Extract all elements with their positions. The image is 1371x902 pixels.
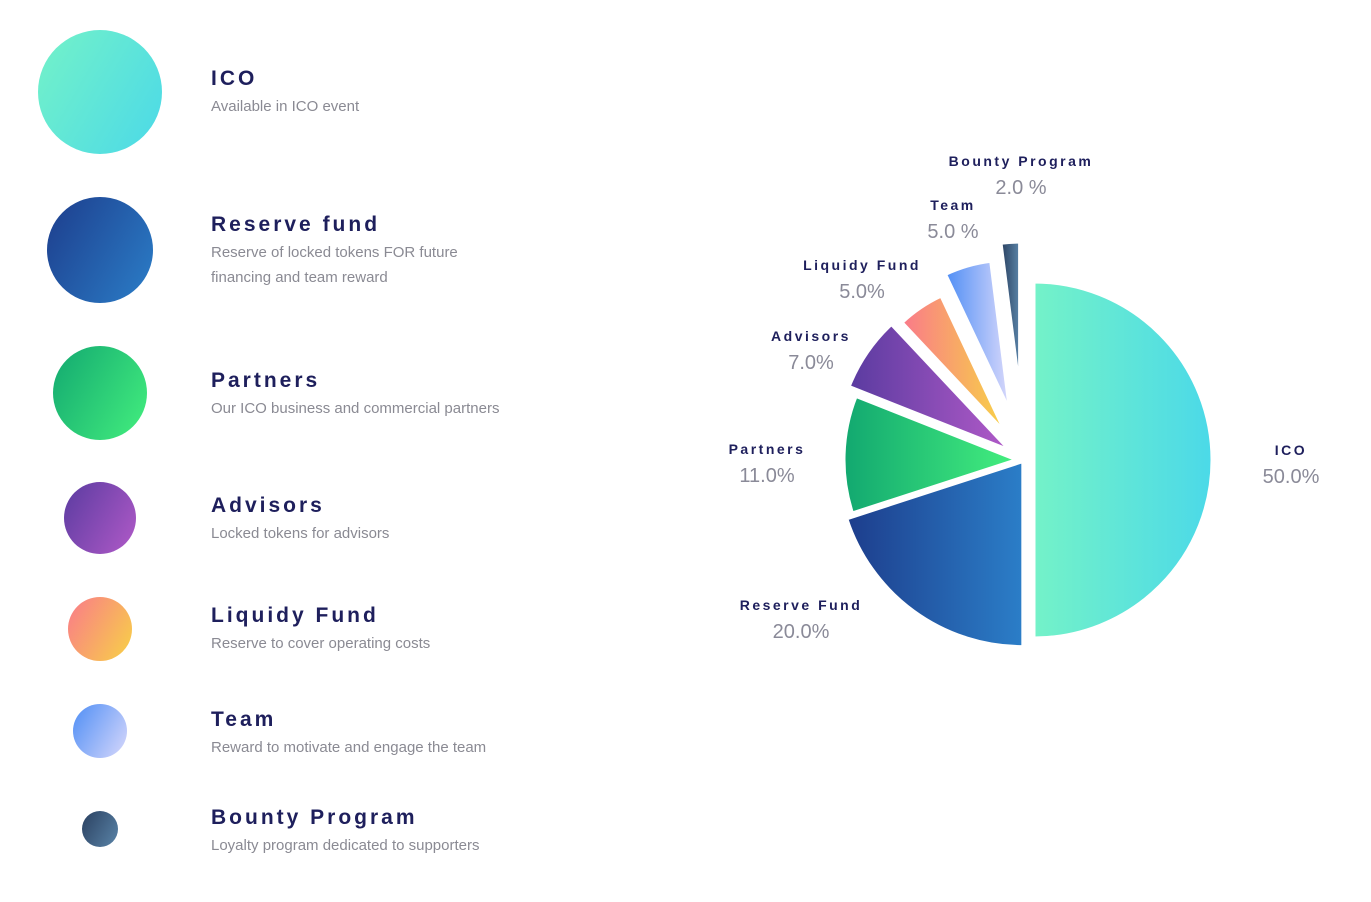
legend-description: Reserve to cover operating costs (211, 635, 431, 652)
legend-title: Reserve fund (211, 213, 381, 236)
legend-title: Bounty Program (211, 806, 418, 829)
legend-description: Available in ICO event (211, 98, 360, 115)
legend-description: Loyalty program dedicated to supporters (211, 837, 480, 854)
legend-swatch-icon (82, 811, 118, 847)
pie-slice-partners (842, 394, 1018, 515)
legend-description: Our ICO business and commercial partners (211, 400, 500, 417)
slice-percent: 50.0% (1263, 466, 1320, 488)
slice-label: Liquidy Fund (803, 257, 921, 273)
legend-swatch-icon (73, 704, 127, 758)
legend-title: Liquidy Fund (211, 604, 379, 627)
pie-slice-advisors (847, 323, 1011, 452)
pie-slice-ico (1032, 280, 1214, 640)
slice-percent: 7.0% (788, 352, 834, 374)
legend-swatch-icon (47, 197, 153, 303)
legend-swatch-icon (38, 30, 162, 154)
legend-title: Team (211, 708, 277, 731)
legend-description: Reserve of locked tokens FOR future fina… (211, 244, 458, 286)
slice-percent: 5.0% (839, 281, 885, 303)
legend-description: Locked tokens for advisors (211, 525, 390, 542)
pie-slice-team (944, 259, 1011, 412)
slice-label: Bounty Program (949, 153, 1094, 169)
pie-slice-bounty-program (999, 240, 1022, 392)
slice-percent: 11.0% (739, 465, 794, 487)
legend-title: Advisors (211, 494, 325, 517)
legend-swatch-icon (68, 597, 132, 661)
slice-percent: 20.0% (773, 621, 830, 643)
pie-slice-reserve-fund (845, 460, 1025, 649)
legend-description: Reward to motivate and engage the team (211, 739, 487, 756)
legend-title: ICO (211, 67, 258, 90)
pie-slice-liquidy-fund (900, 294, 1007, 434)
legend-swatch-icon (53, 346, 147, 440)
slice-label: Team (930, 197, 976, 213)
slice-label: Reserve Fund (740, 597, 863, 613)
slice-label: ICO (1275, 442, 1307, 458)
slice-label: Partners (729, 441, 806, 457)
slice-percent: 5.0 % (927, 221, 978, 243)
slice-label: Advisors (771, 328, 851, 344)
legend-swatch-icon (64, 482, 136, 554)
slice-percent: 2.0 % (995, 177, 1046, 199)
legend-title: Partners (211, 369, 321, 392)
